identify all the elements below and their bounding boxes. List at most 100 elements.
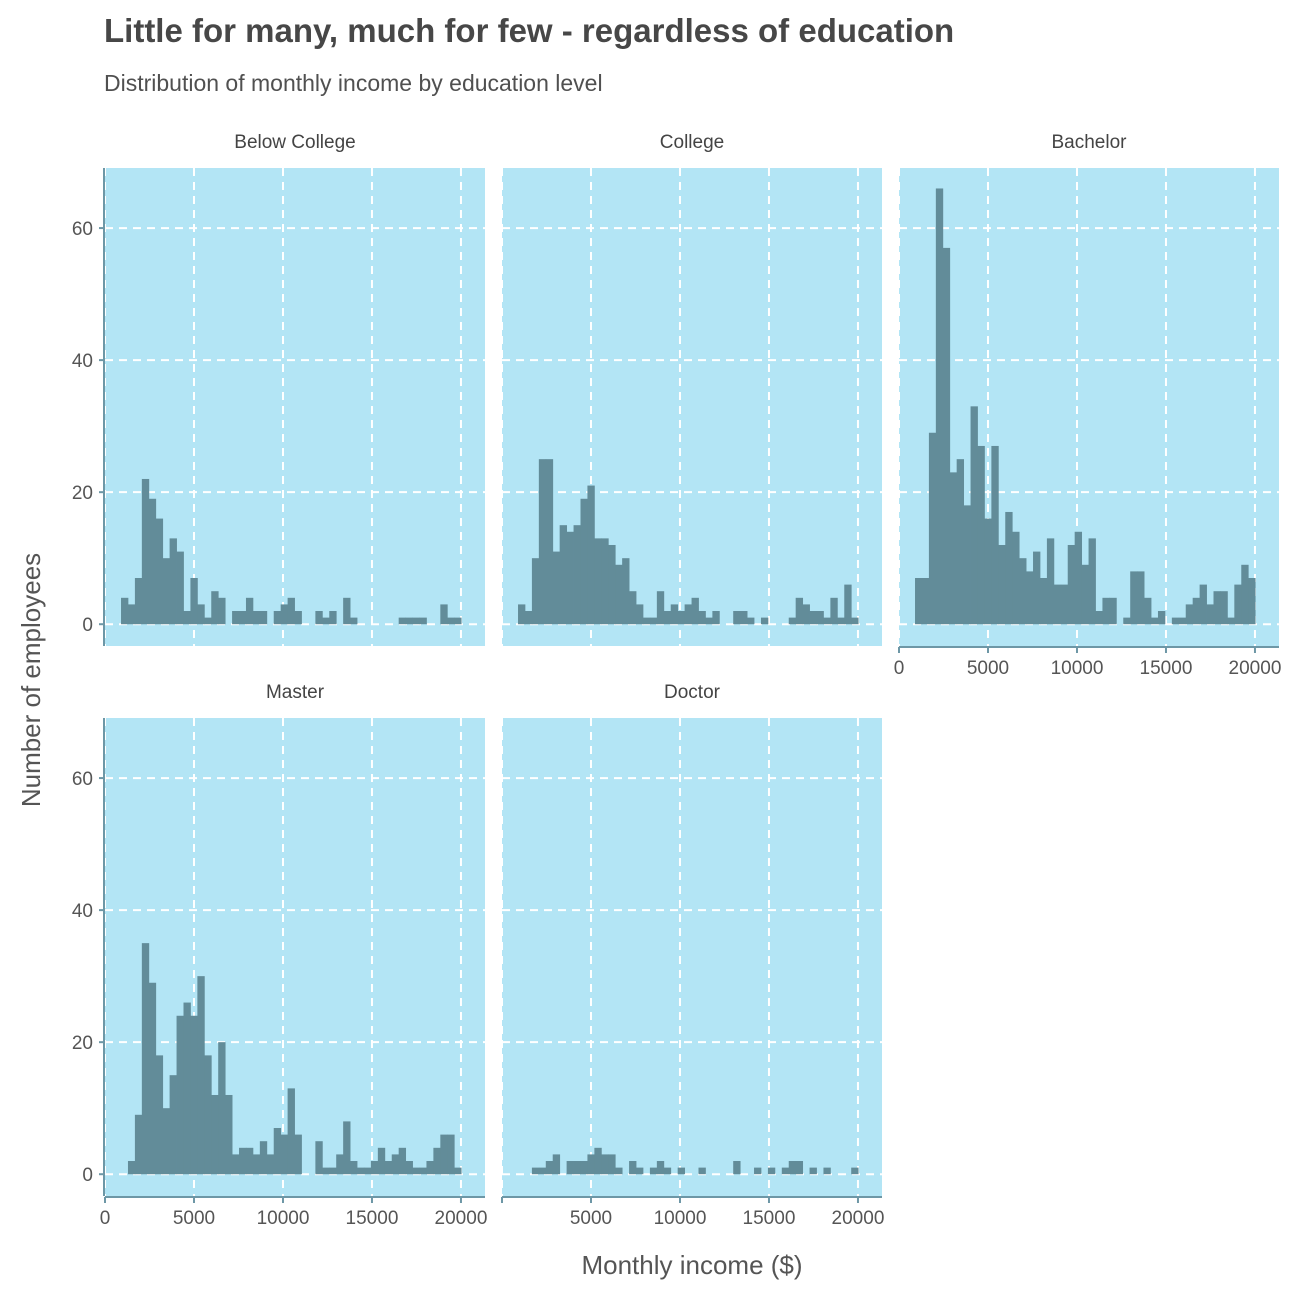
histogram-bar bbox=[1095, 611, 1103, 625]
histogram-bar bbox=[176, 1015, 184, 1175]
histogram-bar bbox=[795, 597, 804, 625]
histogram-bar bbox=[294, 611, 302, 625]
x-tick-label: 20000 bbox=[435, 1208, 488, 1229]
histogram-bar bbox=[712, 611, 720, 625]
histogram-bar bbox=[169, 538, 177, 625]
histogram-bar bbox=[601, 538, 609, 625]
facet-panel-bachelor: Bachelor 0 5000 10000 15000 20000 bbox=[894, 132, 1282, 679]
histogram-bar bbox=[190, 1015, 198, 1175]
histogram-bar bbox=[197, 604, 205, 625]
x-tick-label: 15000 bbox=[1140, 658, 1193, 679]
histogram-bar bbox=[531, 1167, 540, 1175]
histogram-bar bbox=[935, 188, 944, 625]
histogram-bar bbox=[1123, 617, 1131, 625]
histogram-bar bbox=[809, 1167, 817, 1175]
y-tick-label: 60 bbox=[72, 219, 93, 240]
histogram-bar bbox=[218, 597, 226, 625]
histogram-bar bbox=[545, 459, 554, 625]
histogram-bar bbox=[343, 1121, 351, 1175]
histogram-bar bbox=[921, 577, 930, 625]
histogram-bar bbox=[134, 1114, 143, 1175]
histogram-bar bbox=[1046, 538, 1055, 625]
histogram-bar bbox=[252, 1154, 261, 1175]
histogram-bar bbox=[754, 1167, 762, 1175]
histogram-bar bbox=[1033, 551, 1041, 625]
histogram-bar bbox=[1130, 571, 1138, 625]
histogram-bar bbox=[802, 604, 810, 625]
histogram-bar bbox=[970, 406, 978, 625]
facet-panel-master: Master 0 20 40 60 0 5000 10000 15000 20000 bbox=[72, 682, 488, 1229]
histogram-bar bbox=[398, 1147, 407, 1175]
histogram-bar bbox=[405, 617, 413, 625]
histogram-bar bbox=[121, 597, 129, 625]
histogram-bar bbox=[183, 611, 191, 625]
chart-subtitle: Distribution of monthly income by educat… bbox=[104, 70, 603, 96]
histogram-bar bbox=[1151, 617, 1159, 625]
facet-panel-college: College bbox=[501, 132, 882, 646]
histogram-bar bbox=[134, 577, 143, 625]
y-axis-title: Number of employees bbox=[16, 553, 46, 807]
histogram-bar bbox=[705, 617, 713, 625]
histogram-bar bbox=[280, 604, 289, 625]
x-axis-title: Monthly income ($) bbox=[581, 1250, 802, 1280]
histogram-bar bbox=[580, 498, 588, 625]
histogram-bar bbox=[663, 611, 672, 625]
histogram-bar bbox=[266, 1154, 275, 1175]
x-tick-label: 0 bbox=[894, 658, 905, 679]
histogram-bar bbox=[823, 617, 831, 625]
histogram-bar bbox=[1019, 558, 1027, 625]
histogram-bar bbox=[343, 597, 351, 625]
histogram-bar bbox=[663, 1167, 672, 1175]
histogram-bar bbox=[127, 604, 136, 625]
histogram-bar bbox=[587, 485, 595, 625]
histogram-bar bbox=[1067, 544, 1076, 625]
histogram-bar bbox=[454, 617, 462, 625]
histogram-bar bbox=[315, 611, 323, 625]
histogram-bar bbox=[963, 505, 971, 625]
histogram-bar bbox=[148, 498, 157, 625]
histogram-bar bbox=[942, 247, 951, 625]
histogram-bar bbox=[1109, 597, 1117, 625]
histogram-bar bbox=[1213, 591, 1221, 625]
histogram-bar bbox=[148, 982, 157, 1175]
histogram-bar bbox=[245, 597, 254, 625]
histogram-bar bbox=[273, 1127, 282, 1175]
histogram-bar bbox=[162, 1108, 171, 1175]
histogram-bar bbox=[162, 558, 171, 625]
histogram-bar bbox=[211, 1094, 219, 1175]
histogram-bar bbox=[370, 1161, 379, 1175]
histogram-bar bbox=[412, 617, 420, 625]
histogram-bar bbox=[580, 1161, 588, 1175]
histogram-bar bbox=[1137, 571, 1145, 625]
histogram-bar bbox=[259, 1141, 268, 1175]
histogram-bar bbox=[1192, 597, 1201, 625]
histogram-bar bbox=[649, 617, 658, 625]
histogram-bar bbox=[788, 617, 797, 625]
facet-strip-label: Doctor bbox=[664, 682, 721, 703]
histogram-bar bbox=[1053, 584, 1062, 625]
histogram-bar bbox=[1171, 617, 1180, 625]
facet-strip-label: College bbox=[660, 132, 724, 153]
histogram-bar bbox=[426, 1161, 434, 1175]
histogram-bar bbox=[398, 617, 407, 625]
histogram-bar bbox=[350, 617, 358, 625]
histogram-bar bbox=[677, 1167, 686, 1175]
x-tick-label: 10000 bbox=[1051, 658, 1104, 679]
x-tick-label: 10000 bbox=[257, 1208, 310, 1229]
histogram-bar bbox=[740, 611, 748, 625]
histogram-bar bbox=[1220, 591, 1228, 625]
histogram-bar bbox=[830, 597, 838, 625]
histogram-bar bbox=[1081, 564, 1089, 625]
histogram-bar bbox=[656, 591, 665, 625]
histogram-bar bbox=[183, 1002, 191, 1175]
histogram-bar bbox=[232, 611, 240, 625]
histogram-bar bbox=[656, 1161, 665, 1175]
histogram-bar bbox=[315, 1141, 323, 1175]
histogram-bar bbox=[322, 1167, 330, 1175]
histogram-bar bbox=[698, 611, 706, 625]
histogram-bar bbox=[1088, 538, 1096, 625]
histogram-bar bbox=[642, 617, 651, 625]
histogram-bar bbox=[823, 1167, 831, 1175]
histogram-bar bbox=[433, 1147, 441, 1175]
histogram-bar bbox=[1241, 564, 1249, 625]
